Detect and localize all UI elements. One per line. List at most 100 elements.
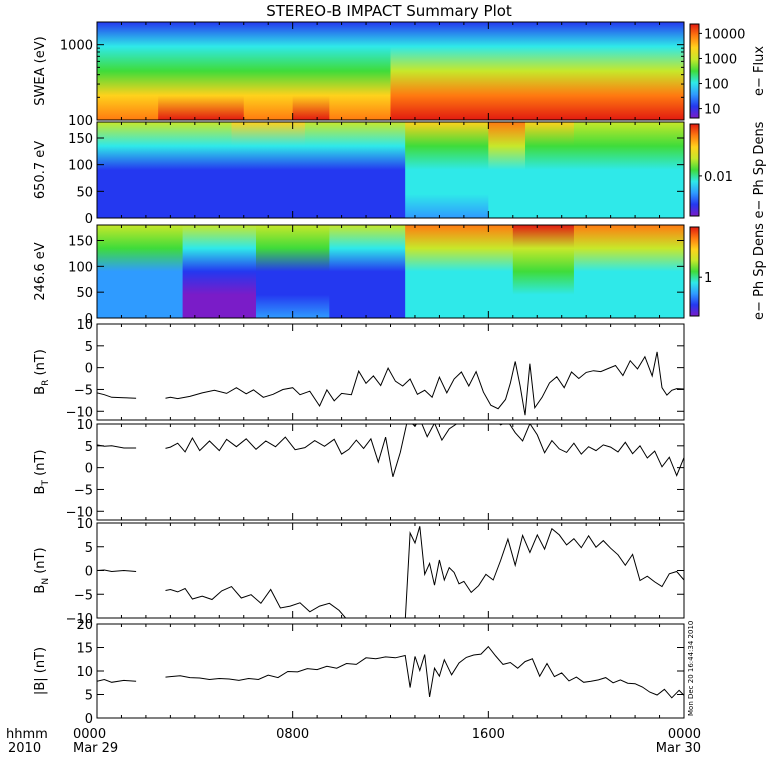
y-tick-label: 0	[85, 565, 93, 580]
colorbar-tick-label: 10	[704, 103, 721, 118]
y-tick-label: 10	[76, 665, 93, 680]
x-tick-label: 0000	[668, 727, 701, 742]
y-tick-label: 0	[85, 362, 93, 377]
x-tick-date: Mar 30	[656, 741, 701, 756]
y-tick-label: 5	[85, 541, 93, 556]
heatmap-segment	[573, 225, 684, 318]
heatmap-segment	[182, 225, 257, 318]
colorbar-tick-label: 1	[704, 271, 712, 286]
y-tick-label: 5	[85, 340, 93, 355]
y-tick-label: −10	[66, 612, 93, 627]
y-tick-label: 0	[85, 712, 93, 727]
y-axis-label: BR (nT)	[33, 349, 51, 395]
x-tick-label: 0800	[276, 727, 309, 742]
y-tick-label: 100	[68, 159, 93, 174]
series-line-bmag	[97, 645, 684, 699]
colorbar-swea	[689, 23, 700, 119]
y-tick-label: 15	[76, 642, 93, 657]
panel-bmag: 0 5 10 15 20 |B| (nT)	[33, 618, 685, 727]
y-tick-label: 150	[68, 132, 93, 147]
heatmap-segment	[525, 122, 575, 218]
y-tick-label: 100	[68, 114, 93, 129]
series-line-bn	[97, 526, 684, 618]
y-tick-label: 5	[85, 440, 93, 455]
heatmap-segment	[329, 225, 406, 318]
panel-pad650: 0.01 e− Ph Sp Dens 0 50 100 150 650.7 eV	[33, 121, 767, 227]
y-tick-label: −5	[74, 383, 93, 398]
x-corner-hhmm: hhmm	[6, 727, 48, 742]
panel-bn: −10 −5 0 5 10 BN (nT)	[33, 517, 685, 627]
y-tick-label: 5	[85, 689, 93, 704]
y-tick-label: 150	[68, 235, 93, 250]
colorbar-tick-label: 10000	[704, 27, 745, 42]
y-tick-label: 10	[76, 517, 93, 532]
panel-frame	[96, 522, 685, 619]
y-tick-label: −5	[74, 483, 93, 498]
colorbar-label: e− Ph Sp Dens	[752, 223, 767, 320]
y-tick-label: 10	[76, 318, 93, 333]
heatmap-segment	[366, 122, 406, 218]
y-axis-label: 246.6 eV	[33, 242, 48, 300]
panel-frame	[96, 623, 685, 719]
colorbar-tick-label: 0.01	[704, 170, 733, 185]
y-tick-label: −10	[66, 505, 93, 520]
y-tick-label: 1000	[60, 39, 93, 54]
panel-swea: 10 100 1000 10000 e− Flux 100 1000 SWEA (eV)	[33, 21, 767, 129]
y-tick-label: 20	[76, 618, 93, 633]
y-axis-label: SWEA (eV)	[33, 36, 48, 105]
y-tick-label: −5	[74, 588, 93, 603]
series-line-br	[97, 351, 684, 416]
heatmap-segment	[231, 122, 306, 218]
colorbar-pad246	[689, 226, 700, 317]
panel-frame	[96, 423, 685, 521]
panel-bt: −10 −5 0 5 10 BT (nT)	[33, 418, 685, 521]
heatmap-segment	[488, 22, 575, 120]
heatmap-pad650	[97, 122, 684, 218]
heatmap-segment	[97, 22, 159, 120]
panel-br: −10 −5 0 5 10 BR (nT)	[33, 318, 685, 421]
panel-pad246: 1 e− Ph Sp Dens 0 50 100 150 246.6 eV	[33, 223, 767, 327]
y-tick-label: 0	[85, 212, 93, 227]
heatmap-segment	[304, 122, 367, 218]
y-axis-label: |B| (nT)	[33, 647, 48, 695]
heatmap-swea	[97, 22, 684, 120]
y-axis-label: BT (nT)	[33, 450, 51, 495]
heatmap-segment	[243, 22, 294, 120]
heatmap-segment	[292, 22, 330, 120]
heatmap-segment	[405, 122, 489, 218]
heatmap-segment	[488, 122, 526, 218]
colorbar-pad650	[689, 123, 700, 217]
x-tick-label: 0000	[73, 727, 106, 742]
y-tick-label: −10	[66, 405, 93, 420]
heatmap-pad246	[97, 225, 684, 318]
y-tick-label: 50	[76, 286, 93, 301]
y-tick-label: 100	[68, 260, 93, 275]
creation-stamp: Mon Dec 20 16:44:34 2010	[687, 621, 695, 716]
x-corner-year: 2010	[8, 741, 41, 756]
y-tick-label: 50	[76, 185, 93, 200]
colorbar-tick-label: 100	[704, 78, 729, 93]
colorbar-label: e− Ph Sp Dens	[752, 121, 767, 218]
heatmap-segment	[573, 22, 684, 120]
heatmap-segment	[97, 225, 184, 318]
y-axis-label: 650.7 eV	[33, 141, 48, 199]
colorbar-label: e− Flux	[752, 46, 767, 96]
heatmap-segment	[255, 225, 330, 318]
heatmap-segment	[97, 122, 233, 218]
y-tick-label: 0	[85, 312, 93, 327]
heatmap-segment	[512, 225, 575, 318]
y-axis-label: BN (nT)	[33, 547, 51, 593]
colorbar-tick-label: 1000	[704, 52, 737, 67]
heatmap-segment	[329, 22, 391, 120]
heatmap-segment	[573, 122, 684, 218]
plot-title: STEREO-B IMPACT Summary Plot	[266, 2, 512, 20]
heatmap-segment	[405, 225, 514, 318]
y-tick-label: 0	[85, 462, 93, 477]
heatmap-segment	[158, 22, 245, 120]
x-tick-date: Mar 29	[73, 741, 118, 756]
y-tick-label: 10	[76, 418, 93, 433]
heatmap-segment	[390, 22, 489, 120]
